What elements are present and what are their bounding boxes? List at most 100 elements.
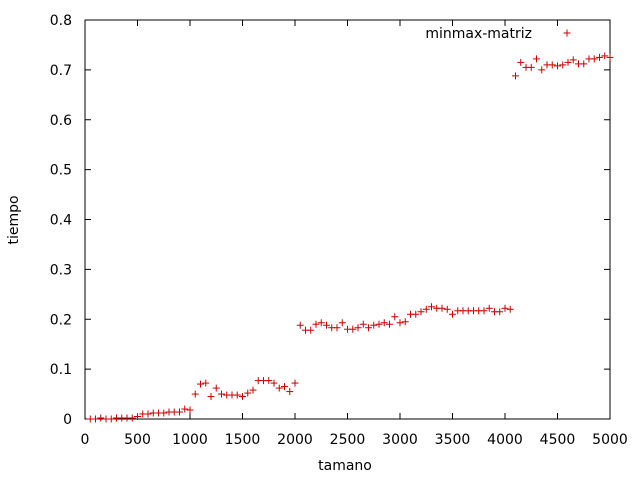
x-tick-label: 2500 (330, 432, 366, 448)
data-point (218, 390, 225, 398)
data-point (317, 319, 325, 327)
x-tick-label: 4500 (540, 432, 576, 448)
data-point (449, 310, 456, 318)
data-point (212, 384, 220, 392)
y-tick-label: 0.3 (50, 262, 72, 278)
data-point (391, 313, 399, 321)
data-point (365, 324, 372, 332)
data-point (128, 414, 136, 422)
data-point (207, 393, 215, 401)
data-point (496, 308, 504, 316)
data-point (144, 410, 152, 418)
data-point (186, 406, 194, 414)
x-tick-label: 2000 (277, 432, 313, 448)
data-point (312, 320, 320, 328)
data-point (417, 308, 425, 316)
data-point (275, 384, 283, 392)
data-point (296, 321, 304, 329)
legend-marker (563, 29, 571, 37)
legend-plus-marker (563, 29, 571, 37)
data-point (359, 320, 367, 328)
data-point (244, 389, 252, 397)
y-tick-label: 0.2 (50, 312, 72, 328)
legend: minmax-matriz (425, 26, 571, 42)
data-point (596, 53, 603, 61)
data-point (281, 383, 288, 391)
data-point (107, 415, 115, 423)
y-tick-label: 0.1 (50, 362, 72, 378)
data-point (559, 61, 567, 69)
x-tick-label: 500 (124, 432, 151, 448)
data-point (412, 310, 420, 318)
x-tick-label: 3000 (382, 432, 418, 448)
data-point (443, 305, 451, 313)
data-point (249, 386, 257, 394)
data-point (323, 321, 330, 329)
data-point (480, 307, 488, 315)
data-point (333, 324, 341, 332)
data-point (291, 379, 299, 387)
data-point (601, 52, 609, 60)
data-point (401, 318, 409, 326)
data-point (438, 304, 446, 312)
data-point (354, 324, 362, 332)
y-axis-label: tiempo (6, 195, 22, 244)
data-point (396, 319, 404, 327)
data-point (233, 391, 241, 399)
data-point (239, 393, 246, 401)
data-point (265, 377, 273, 385)
y-tick-label: 0.5 (50, 163, 72, 179)
y-tick-label: 0 (63, 412, 72, 428)
data-point (92, 415, 99, 423)
data-point (422, 305, 430, 313)
x-tick-label: 0 (81, 432, 90, 448)
x-tick-label: 1500 (225, 432, 261, 448)
data-point (197, 380, 204, 388)
y-tick-label: 0.6 (50, 113, 72, 129)
data-point (428, 303, 435, 311)
data-point (590, 55, 598, 63)
data-points (86, 52, 614, 423)
y-tick-label: 0.4 (50, 213, 72, 229)
x-axis-label: tamano (318, 458, 372, 474)
x-tick-label: 5000 (592, 432, 628, 448)
x-tick-label: 1000 (172, 432, 208, 448)
data-point (375, 320, 383, 328)
data-point (554, 62, 561, 70)
data-point (286, 388, 294, 396)
x-tick-label: 3500 (435, 432, 471, 448)
data-point (606, 53, 614, 61)
data-point (527, 63, 535, 71)
data-point (533, 55, 540, 63)
data-point (202, 379, 210, 387)
data-point (564, 58, 572, 66)
data-point (307, 326, 315, 334)
data-point (506, 305, 514, 313)
data-point (270, 379, 278, 387)
data-point (181, 405, 189, 413)
data-point (517, 58, 525, 66)
legend-label: minmax-matriz (425, 26, 532, 42)
y-axis: 0 0.1 0.2 0.3 0.4 0.5 0.6 0.7 0.8 (50, 13, 610, 428)
data-point (512, 72, 519, 80)
data-point (501, 304, 509, 312)
data-point (538, 66, 546, 74)
data-point (160, 409, 168, 417)
plot-frame (84, 19, 611, 420)
data-point (191, 390, 199, 398)
x-tick-label: 4000 (487, 432, 523, 448)
data-point (176, 408, 183, 416)
data-point (134, 413, 141, 421)
data-point (370, 321, 378, 329)
data-point (97, 414, 105, 422)
data-point (580, 60, 588, 68)
y-tick-label: 0.7 (50, 63, 72, 79)
x-axis: 0 500 1000 1500 2000 2500 3000 3500 4000 4500 5000 (81, 20, 628, 448)
data-point (386, 320, 393, 328)
data-point (548, 61, 556, 69)
data-point (569, 56, 577, 64)
data-point (380, 319, 388, 327)
y-tick-label: 0.8 (50, 13, 72, 29)
data-point (349, 325, 357, 333)
data-point (485, 304, 493, 312)
